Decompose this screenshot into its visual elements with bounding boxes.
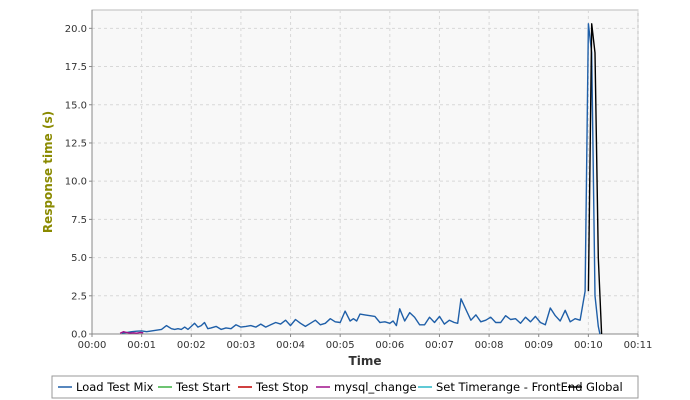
x-tick-label: 00:09 xyxy=(524,340,553,351)
grid xyxy=(92,10,639,334)
x-tick-label: 00:11 xyxy=(624,340,653,351)
x-tick-label: 00:07 xyxy=(425,340,454,351)
y-axis-title: Response time (s) xyxy=(41,111,55,233)
legend-label-global: Global xyxy=(586,380,623,394)
series-line-mysql-change xyxy=(119,331,144,334)
series-line-global xyxy=(587,23,603,335)
legend: Load Test Mix Test Start Test Stop mysql_ch… xyxy=(51,375,639,399)
axes: 0.0 2.5 5.0 7.5 10.0 12.5 15.0 17.5 20.0 00:00 00:… xyxy=(65,10,653,351)
y-tick-label: 12.5 xyxy=(65,138,87,149)
x-tick-label: 00:06 xyxy=(375,340,404,351)
x-tick-label: 00:05 xyxy=(326,340,355,351)
x-tick-label: 00:02 xyxy=(177,340,206,351)
x-tick-label: 00:03 xyxy=(226,340,255,351)
x-tick-label: 00:04 xyxy=(276,340,305,351)
y-tick-label: 10.0 xyxy=(65,177,87,188)
legend-label-test-start: Test Start xyxy=(175,380,231,394)
x-tick-label: 00:01 xyxy=(127,340,156,351)
x-tick-label: 00:10 xyxy=(574,340,603,351)
y-tick-label: 0.0 xyxy=(71,330,87,341)
x-tick-label: 00:08 xyxy=(475,340,504,351)
legend-label-test-stop: Test Stop xyxy=(255,380,308,394)
y-tick-label: 20.0 xyxy=(65,24,87,35)
x-axis-title: Time xyxy=(349,354,382,368)
y-tick-label: 7.5 xyxy=(71,215,87,226)
legend-label-mysql-change: mysql_change xyxy=(334,380,417,394)
x-tick-label: 00:00 xyxy=(78,340,107,351)
legend-label-set-timerange-frontend: Set Timerange - FrontEnd xyxy=(436,380,583,394)
y-tick-label: 2.5 xyxy=(71,291,87,302)
y-tick-label: 5.0 xyxy=(71,253,87,264)
y-tick-label: 17.5 xyxy=(65,62,87,73)
series-lines xyxy=(119,23,603,335)
plot-area xyxy=(91,9,639,335)
y-tick-label: 15.0 xyxy=(65,100,87,111)
series-line-load-test-mix xyxy=(121,23,601,335)
legend-box xyxy=(51,375,639,399)
legend-label-load-test-mix: Load Test Mix xyxy=(76,380,154,394)
